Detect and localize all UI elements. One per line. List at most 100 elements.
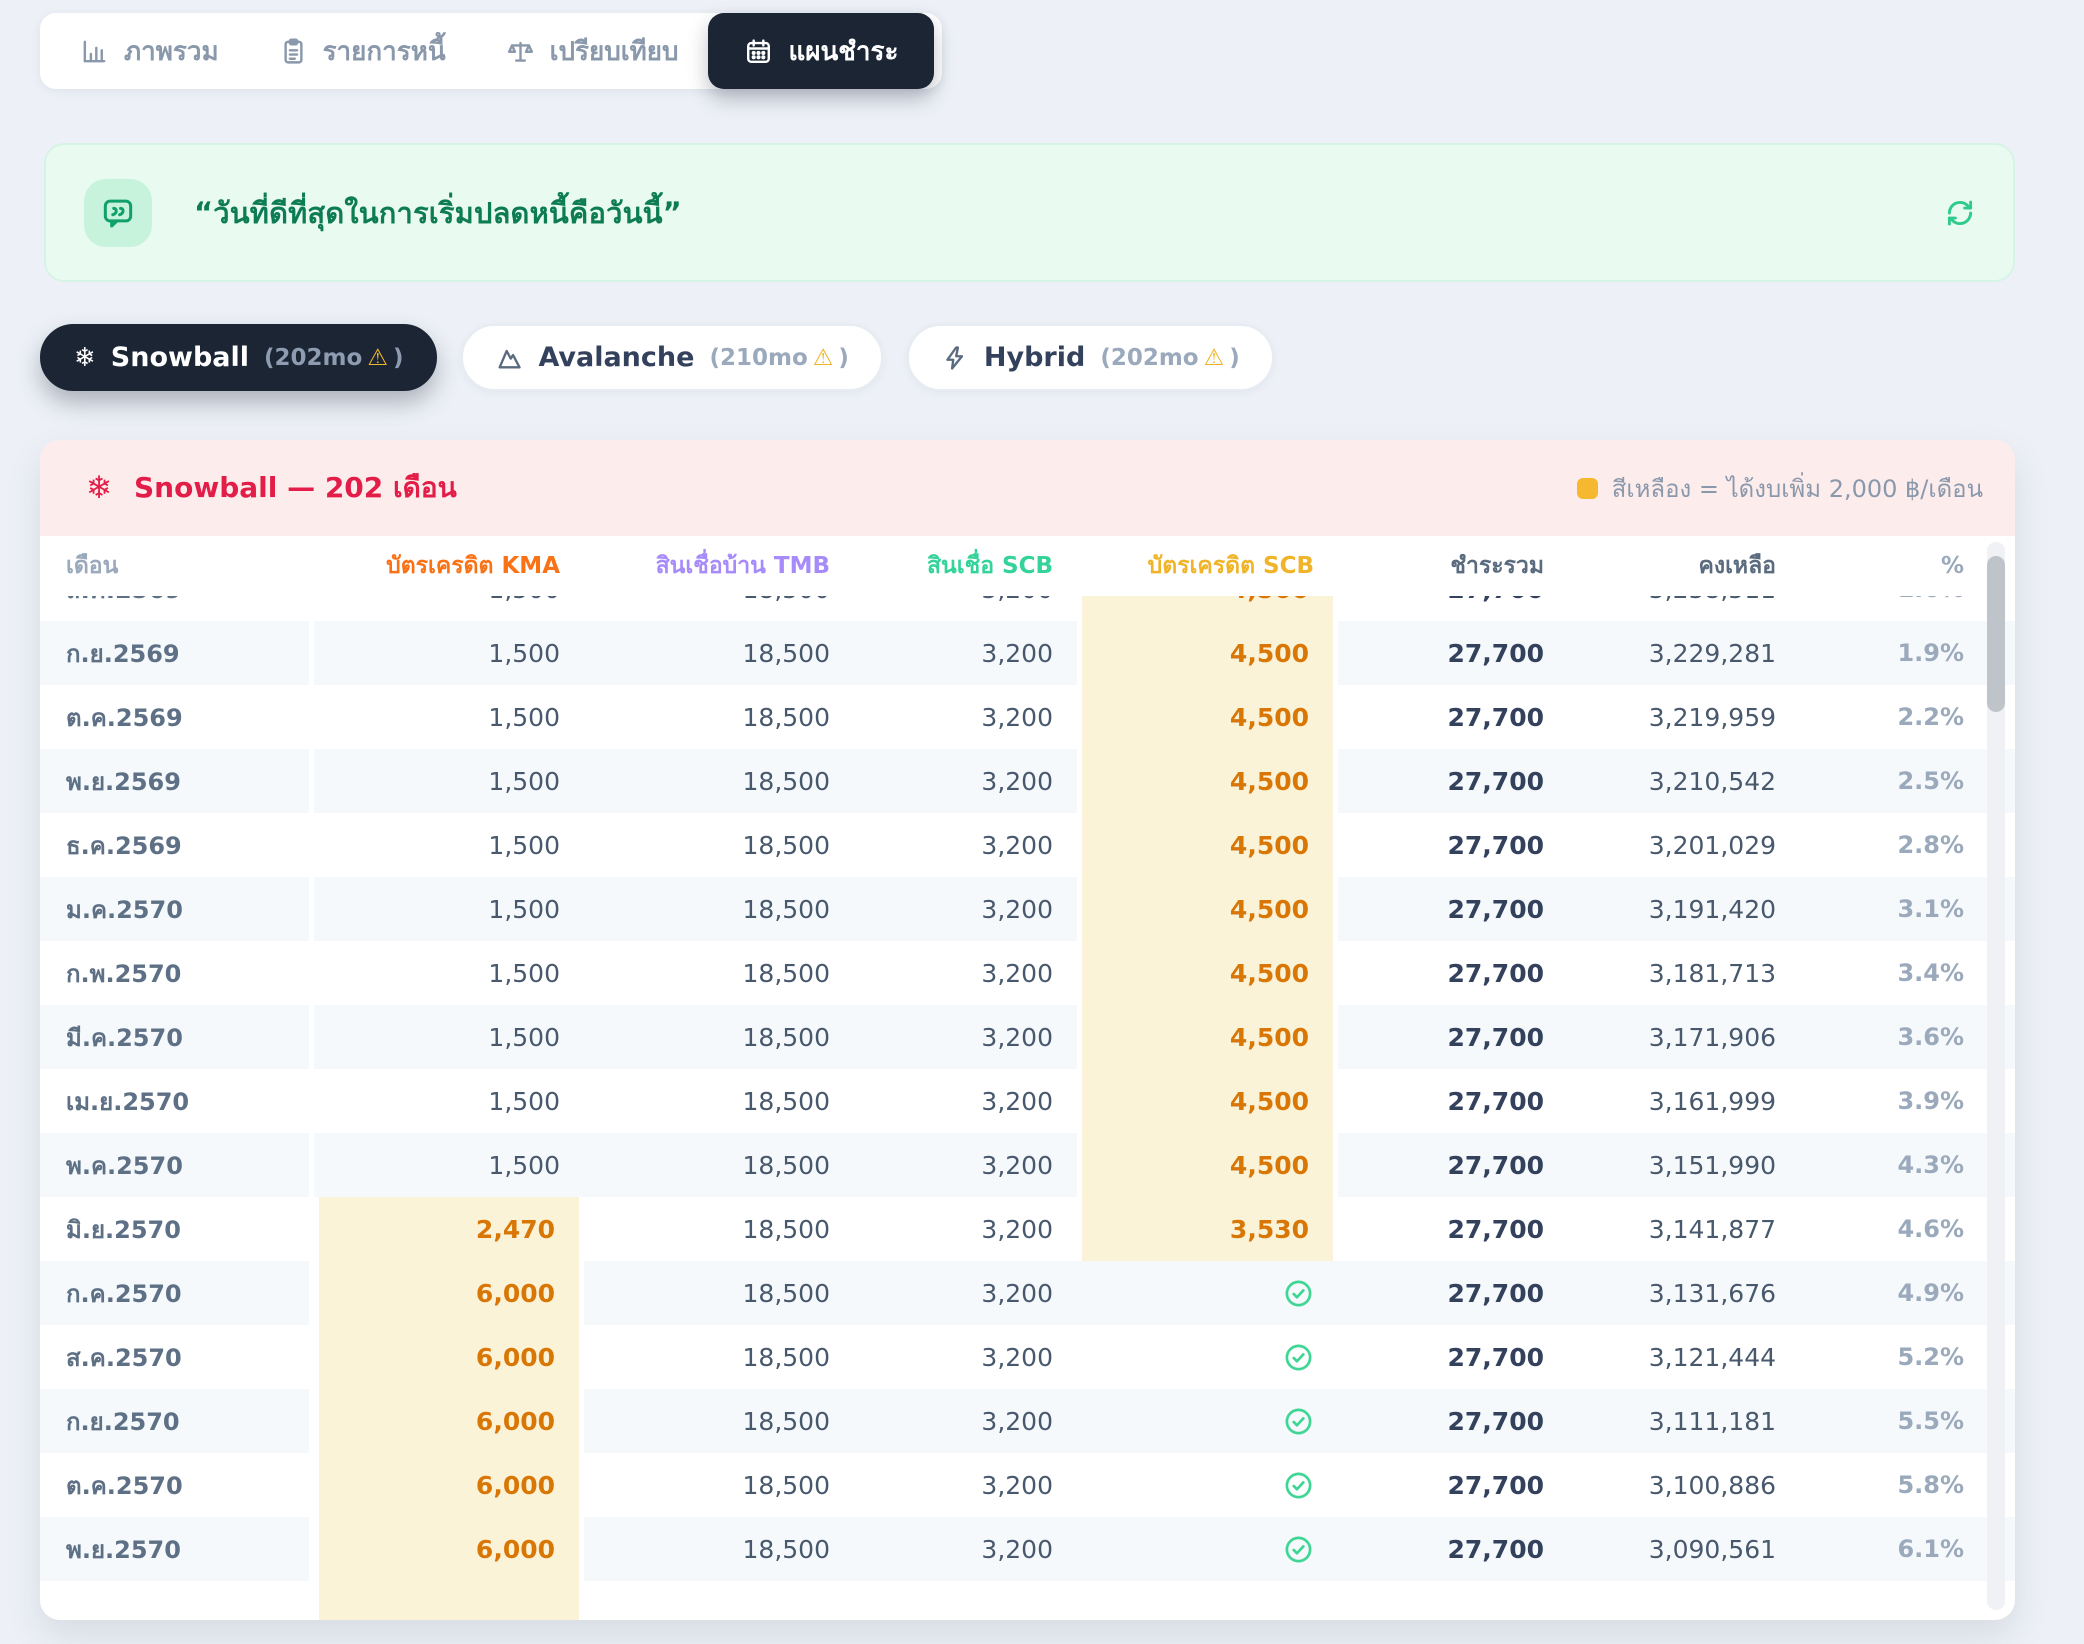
cell-scb-card: 4,500 (1077, 1069, 1338, 1133)
cell-month: ก.พ.2570 (40, 941, 314, 1005)
cell-tmb-home-loan: 18,500 (742, 1022, 830, 1052)
scales-icon (507, 41, 533, 62)
cell-scb-card: 3,530 (1077, 1197, 1338, 1261)
check-circle-icon (1285, 1408, 1312, 1434)
tab-label: ภาพรวม (124, 36, 219, 67)
cell-scb-card: 4,500 (1077, 596, 1338, 621)
cell-scb-card (1077, 1325, 1338, 1389)
cell-scb-loan: 3,200 (981, 1534, 1053, 1564)
strategy-name: Hybrid (983, 342, 1086, 373)
quote-text: “วันที่ดีที่สุดในการเริ่มปลดหนี้คือวันนี… (194, 195, 682, 230)
cell-scb-card (1077, 1261, 1338, 1325)
cell-tmb-home-loan: 18,500 (742, 1214, 830, 1244)
cell-scb-card (1077, 1581, 1338, 1620)
cell-total-payment: 27,700 (1447, 1150, 1544, 1180)
strategy-avalanche-button[interactable]: Avalanche (210mo ⚠ ) (461, 324, 883, 391)
cell-scb-loan: 3,200 (981, 894, 1053, 924)
strategy-name: Avalanche (538, 342, 695, 373)
cell-scb-card: 4,500 (1077, 877, 1338, 941)
cell-total-payment: 27,700 (1447, 766, 1544, 796)
table-row: ส.ค.2569 1,500 18,500 3,200 4,500 27,700… (40, 596, 2015, 621)
cell-scb-card: 4,500 (1077, 1133, 1338, 1197)
cell-scb-loan: 3,200 (981, 830, 1053, 860)
table-scroll-viewport[interactable]: ส.ค.2569 1,500 18,500 3,200 4,500 27,700… (40, 596, 2015, 1620)
cell-percent: 4.3% (1897, 1151, 1964, 1179)
cell-remaining: 3,100,886 (1648, 1470, 1776, 1500)
strategy-badge: (202mo ⚠ ) (264, 344, 404, 371)
vertical-scrollbar-track[interactable] (1987, 542, 2005, 1610)
cell-scb-card: 4,500 (1077, 941, 1338, 1005)
refresh-quote-button[interactable] (1945, 198, 1975, 228)
table-row: ก.ค.2570 6,000 18,500 3,200 27,700 3,131… (40, 1261, 2015, 1325)
cell-remaining: 3,171,906 (1648, 1022, 1776, 1052)
cell-scb-card: 4,500 (1077, 813, 1338, 877)
check-circle-icon (1285, 1280, 1312, 1306)
cell-percent: 3.1% (1897, 895, 1964, 923)
cell-tmb-home-loan: 18,500 (742, 638, 830, 668)
cell-month: ส.ค.2570 (40, 1325, 314, 1389)
cell-scb-loan: 3,200 (981, 638, 1053, 668)
cell-percent: 2.5% (1897, 767, 1964, 795)
strategy-badge: (210mo ⚠ ) (709, 344, 849, 371)
cell-scb-loan: 3,200 (981, 702, 1053, 732)
strategy-snowball-button[interactable]: ❄ Snowball (202mo ⚠ ) (40, 324, 438, 391)
column-header-month: เดือน (66, 553, 119, 579)
cell-scb-loan: 3,200 (981, 1214, 1053, 1244)
cell-kma-card: 6,000 (314, 1517, 584, 1581)
cell-month: เม.ย.2570 (40, 1069, 314, 1133)
cell-scb-loan: 3,200 (854, 596, 1077, 621)
cell-kma-card: 6,000 (314, 1325, 584, 1389)
cell-percent: 6.1% (1897, 1535, 1964, 1563)
cell-month: ต.ค.2569 (40, 685, 314, 749)
check-circle-icon (1285, 1536, 1312, 1562)
table-row: ก.ย.2569 1,500 18,500 3,200 4,500 27,700… (40, 621, 2015, 685)
cell-scb-loan: 3,200 (981, 766, 1053, 796)
tab-label: แผนชำระ (788, 36, 899, 67)
column-header-total-payment: ชำระรวม (1450, 553, 1544, 579)
strategy-name: Snowball (110, 342, 250, 373)
cell-percent: 3.6% (1897, 1023, 1964, 1051)
cell-total-payment: 27,700 (1447, 1086, 1544, 1116)
cell-kma-card: 1,500 (488, 1150, 560, 1180)
cell-kma-card: 1,500 (488, 1022, 560, 1052)
cell-tmb-home-loan: 18,500 (742, 1470, 830, 1500)
cell-total-payment: 27,700 (1447, 1342, 1544, 1372)
cell-month: พ.ย.2569 (40, 749, 314, 813)
cell-scb-loan: 3,200 (981, 1150, 1053, 1180)
cell-scb-card (1077, 1517, 1338, 1581)
cell-scb-card: 4,500 (1077, 1005, 1338, 1069)
table-row: เม.ย.2570 1,500 18,500 3,200 4,500 27,70… (40, 1069, 2015, 1133)
legend-text: สีเหลือง = ได้งบเพิ่ม 2,000 ฿/เดือน (1611, 474, 1983, 503)
tab-payment-plan[interactable]: แผนชำระ (708, 13, 935, 89)
cell-kma-card: 1,500 (314, 596, 584, 621)
cell-remaining (1568, 1581, 1800, 1620)
cell-month: ม.ค.2570 (40, 877, 314, 941)
cell-total-payment (1338, 1581, 1568, 1620)
cell-scb-loan: 3,200 (981, 1022, 1053, 1052)
tab-debt-list[interactable]: รายการหนี้ (249, 13, 476, 89)
cell-total-payment: 27,700 (1447, 1022, 1544, 1052)
cell-tmb-home-loan: 18,500 (584, 596, 854, 621)
column-header-scb-card: บัตรเครดิต SCB (1147, 553, 1314, 579)
tab-compare[interactable]: เปรียบเทียบ (476, 13, 709, 89)
cell-tmb-home-loan: 18,500 (742, 766, 830, 796)
cell-kma-card: 2,470 (314, 1197, 584, 1261)
cell-scb-card (1077, 1453, 1338, 1517)
warning-icon: ⚠ (812, 344, 834, 371)
tab-overview[interactable]: ภาพรวม (50, 13, 249, 89)
vertical-scrollbar-thumb[interactable] (1987, 556, 2005, 712)
cell-percent: 5.8% (1897, 1471, 1964, 1499)
cell-scb-loan: 3,200 (981, 1406, 1053, 1436)
cell-percent: 2.8% (1897, 831, 1964, 859)
table-row: ก.ย.2570 6,000 18,500 3,200 27,700 3,111… (40, 1389, 2015, 1453)
table-column-headers: เดือน บัตรเครดิต KMA สินเชื่อบ้าน TMB สิ… (40, 536, 2015, 596)
cell-total-payment: 27,700 (1338, 596, 1568, 621)
cell-remaining: 3,161,999 (1648, 1086, 1776, 1116)
cell-month: ต.ค.2570 (40, 1453, 314, 1517)
strategy-hybrid-button[interactable]: Hybrid (202mo ⚠ ) (906, 324, 1274, 391)
warning-icon: ⚠ (1203, 344, 1225, 371)
cell-percent: 2.2% (1897, 703, 1964, 731)
cell-kma-card: 1,500 (488, 702, 560, 732)
cell-total-payment: 27,700 (1447, 830, 1544, 860)
